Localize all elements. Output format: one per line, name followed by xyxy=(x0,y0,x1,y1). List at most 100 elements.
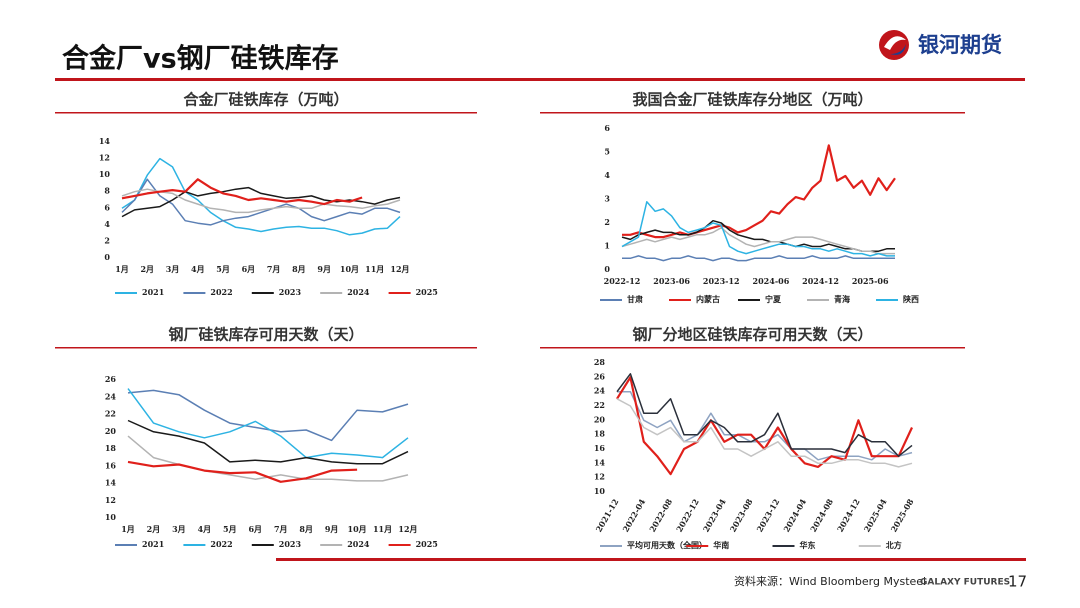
series-line xyxy=(127,419,409,465)
x-tick-label: 9月 xyxy=(325,524,339,534)
y-tick-label: 12 xyxy=(105,495,116,505)
y-tick-label: 14 xyxy=(105,478,117,488)
y-tick-label: 14 xyxy=(99,136,111,146)
series-line xyxy=(121,157,401,236)
x-tick-label: 6月 xyxy=(242,264,256,274)
chart-title: 合金厂硅铁库存（万吨） xyxy=(182,91,348,109)
y-tick-label: 26 xyxy=(105,374,117,384)
y-tick-label: 20 xyxy=(594,414,606,424)
y-tick-label: 10 xyxy=(594,486,606,496)
x-tick-label: 8月 xyxy=(299,524,313,534)
x-tick-label: 2023-06 xyxy=(653,276,690,286)
y-tick-label: 0 xyxy=(104,252,110,262)
y-tick-label: 6 xyxy=(104,202,110,212)
y-tick-label: 10 xyxy=(99,169,111,179)
x-tick-label: 2023-04 xyxy=(701,497,728,534)
y-tick-label: 22 xyxy=(594,400,605,410)
y-tick-label: 20 xyxy=(105,426,117,436)
x-tick-label: 2022-08 xyxy=(647,497,674,534)
y-tick-label: 12 xyxy=(594,472,605,482)
x-tick-label: 2024-08 xyxy=(808,497,835,534)
x-tick-label: 7月 xyxy=(267,264,281,274)
title-rule xyxy=(55,347,477,349)
series-line xyxy=(127,435,409,482)
x-tick-label: 4月 xyxy=(191,264,205,274)
y-tick-label: 24 xyxy=(105,391,117,401)
title-rule xyxy=(540,347,965,349)
series-line xyxy=(121,188,401,214)
y-tick-label: 28 xyxy=(594,357,606,367)
logo-icon xyxy=(879,30,909,60)
y-tick-label: 18 xyxy=(594,429,606,439)
chart-title: 钢厂硅铁库存可用天数（天） xyxy=(168,326,363,344)
legend-label: 甘肃 xyxy=(627,294,643,304)
title-rule xyxy=(540,112,965,114)
legend-label: 华南 xyxy=(713,540,729,550)
x-tick-label: 8月 xyxy=(292,264,306,274)
y-tick-label: 10 xyxy=(105,512,117,522)
x-tick-label: 11月 xyxy=(365,264,384,274)
x-tick-label: 5月 xyxy=(223,524,237,534)
legend-label: 2021 xyxy=(142,539,164,549)
header-rule xyxy=(55,78,1025,81)
y-tick-label: 16 xyxy=(594,443,606,453)
series-line xyxy=(622,255,895,262)
chart-title: 我国合金厂硅铁库存分地区（万吨） xyxy=(632,91,872,109)
x-tick-label: 2025-08 xyxy=(888,497,915,534)
x-tick-label: 2022-12 xyxy=(674,497,701,534)
y-tick-label: 18 xyxy=(105,443,117,453)
x-tick-label: 2023-12 xyxy=(754,497,781,534)
x-tick-label: 12月 xyxy=(398,524,417,534)
x-tick-label: 2024-12 xyxy=(802,276,839,286)
legend-label: 2024 xyxy=(347,539,370,549)
x-tick-label: 1月 xyxy=(121,524,135,534)
legend-label: 平均可用天数（全国） xyxy=(627,540,707,550)
x-tick-label: 1月 xyxy=(115,264,129,274)
series-line xyxy=(121,178,363,206)
legend-label: 2025 xyxy=(416,287,438,297)
x-tick-label: 2022-12 xyxy=(604,276,641,286)
series-line xyxy=(621,201,895,257)
x-tick-label: 2月 xyxy=(147,524,161,534)
series-line xyxy=(127,460,358,483)
series-line xyxy=(127,389,409,442)
legend-label: 青海 xyxy=(834,294,850,304)
legend-label: 2021 xyxy=(142,287,164,297)
legend-label: 华东 xyxy=(800,540,816,550)
y-tick-label: 0 xyxy=(604,264,610,274)
series-line xyxy=(121,178,401,226)
x-tick-label: 4月 xyxy=(198,524,212,534)
x-tick-label: 2025-04 xyxy=(862,497,889,534)
y-tick-label: 2 xyxy=(104,235,110,245)
y-tick-label: 24 xyxy=(594,386,606,396)
legend-label: 内蒙古 xyxy=(696,294,720,304)
x-tick-label: 2024-12 xyxy=(835,497,862,534)
legend-label: 2025 xyxy=(416,539,438,549)
y-tick-label: 4 xyxy=(604,170,610,180)
x-tick-label: 3月 xyxy=(172,524,186,534)
series-line xyxy=(621,219,895,252)
x-tick-label: 6月 xyxy=(248,524,262,534)
y-tick-label: 14 xyxy=(594,457,606,467)
legend-label: 2022 xyxy=(210,287,232,297)
x-tick-label: 11月 xyxy=(373,524,392,534)
y-tick-label: 3 xyxy=(604,194,610,204)
x-tick-label: 10月 xyxy=(340,264,359,274)
x-tick-label: 2024-04 xyxy=(781,497,808,534)
series-line xyxy=(621,226,895,255)
legend-label: 北方 xyxy=(886,540,902,550)
series-line xyxy=(616,373,913,457)
y-tick-label: 4 xyxy=(104,219,110,229)
x-tick-label: 2022-04 xyxy=(620,497,647,534)
y-tick-label: 8 xyxy=(104,186,110,196)
slide-title: 合金厂vs钢厂硅铁库存 xyxy=(62,43,339,75)
x-tick-label: 2023-08 xyxy=(728,497,755,534)
series-line xyxy=(127,388,409,459)
x-tick-label: 12月 xyxy=(390,264,409,274)
x-tick-label: 9月 xyxy=(317,264,331,274)
x-tick-label: 3月 xyxy=(166,264,180,274)
x-tick-label: 2021-12 xyxy=(593,497,620,534)
legend-label: 2024 xyxy=(347,287,370,297)
source: 资料来源：Wind Bloomberg Mysteel xyxy=(734,574,926,588)
